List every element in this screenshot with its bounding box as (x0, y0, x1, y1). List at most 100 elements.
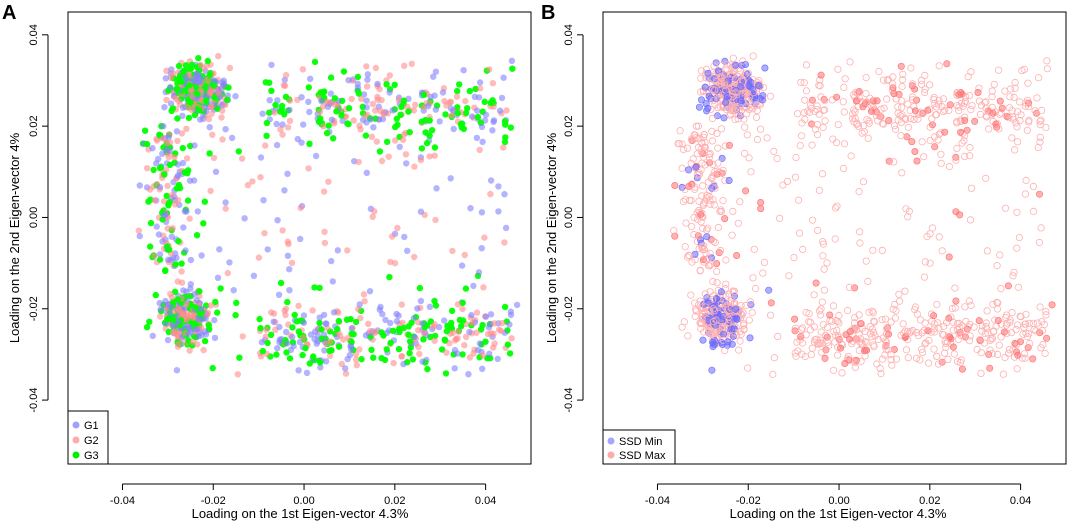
point-g3 (257, 325, 264, 332)
point-g2 (222, 205, 229, 212)
point-g1 (193, 325, 200, 333)
point-other (706, 200, 714, 208)
panel-a-x-axis-label: Loading on the 1st Eigen-vector 4.3% (192, 506, 409, 521)
point-g1 (191, 290, 198, 298)
point-other (879, 120, 888, 128)
point-g3 (164, 243, 171, 250)
point-g3 (386, 273, 393, 281)
point-ssd-max (957, 128, 965, 136)
point-g2 (206, 89, 214, 97)
point-g2 (282, 311, 289, 319)
point-g3 (458, 323, 465, 330)
point-other (695, 170, 704, 179)
point-other (869, 246, 877, 254)
point-other (934, 360, 943, 368)
legend-ssd-max-marker (607, 451, 615, 459)
point-g3 (195, 55, 202, 62)
point-other (1016, 116, 1024, 125)
point-g1 (404, 247, 411, 254)
point-g1 (334, 247, 341, 254)
point-g1 (295, 367, 302, 374)
point-other (890, 158, 898, 166)
point-g2 (371, 208, 378, 215)
point-g2 (183, 155, 191, 162)
point-other (953, 144, 961, 152)
point-other (745, 93, 753, 102)
point-other (897, 132, 905, 140)
point-ssd-max (725, 141, 733, 149)
point-g3 (147, 219, 155, 227)
point-other (840, 140, 849, 148)
point-other (975, 97, 984, 105)
point-g1 (273, 120, 280, 128)
point-g3 (232, 312, 239, 319)
point-g3 (396, 325, 403, 332)
point-g2 (342, 370, 350, 377)
point-g2 (481, 234, 488, 241)
point-g2 (473, 309, 481, 316)
point-other (982, 174, 990, 182)
point-other (999, 370, 1008, 378)
point-other (1037, 116, 1045, 124)
point-other (1042, 124, 1050, 132)
point-ssd-max (846, 328, 854, 336)
point-g1 (478, 123, 486, 130)
point-other (985, 125, 993, 133)
point-g1 (321, 347, 328, 354)
point-g2 (262, 142, 269, 149)
point-g1 (274, 345, 281, 352)
point-g1 (198, 316, 206, 323)
point-g3 (186, 82, 193, 89)
point-ssd-min (708, 366, 716, 374)
point-g3 (457, 120, 465, 128)
point-g2 (197, 61, 204, 69)
point-g2 (255, 254, 263, 261)
point-other (704, 254, 712, 262)
point-g2 (469, 320, 476, 327)
point-g1 (401, 233, 408, 241)
point-g2 (416, 350, 423, 358)
point-g1 (286, 287, 293, 294)
point-other (710, 201, 718, 209)
point-other (704, 328, 712, 337)
point-ssd-max (721, 215, 729, 223)
point-other (700, 242, 708, 250)
point-other (829, 302, 838, 310)
point-g1 (286, 266, 293, 273)
point-g1 (363, 97, 370, 104)
point-other (852, 88, 860, 96)
point-g3 (306, 140, 313, 147)
point-other (1034, 143, 1042, 152)
point-g3 (431, 332, 439, 340)
point-other (856, 239, 864, 247)
point-g2 (487, 190, 494, 198)
point-other (931, 111, 940, 119)
point-other (1036, 133, 1044, 141)
point-other (874, 117, 882, 125)
point-g2 (239, 333, 246, 340)
point-g2 (171, 154, 178, 161)
point-g1 (168, 233, 175, 240)
point-g2 (344, 247, 351, 254)
point-other (906, 115, 915, 123)
point-ssd-max (713, 260, 721, 268)
point-g3 (172, 261, 179, 268)
point-g2 (491, 320, 498, 327)
point-other (698, 182, 707, 190)
point-g1 (174, 172, 182, 179)
point-other (899, 320, 907, 328)
point-other (941, 337, 949, 345)
point-other (939, 108, 948, 116)
point-g2 (462, 333, 470, 341)
point-ssd-min (733, 315, 741, 323)
point-g2 (279, 227, 286, 234)
point-g3 (316, 284, 323, 292)
point-other (964, 73, 972, 81)
point-other (698, 315, 706, 323)
point-g3 (178, 260, 185, 267)
point-g2 (489, 80, 497, 87)
point-other (736, 337, 744, 345)
point-g1 (366, 288, 374, 295)
point-other (695, 212, 703, 220)
point-ssd-max (1048, 301, 1056, 309)
